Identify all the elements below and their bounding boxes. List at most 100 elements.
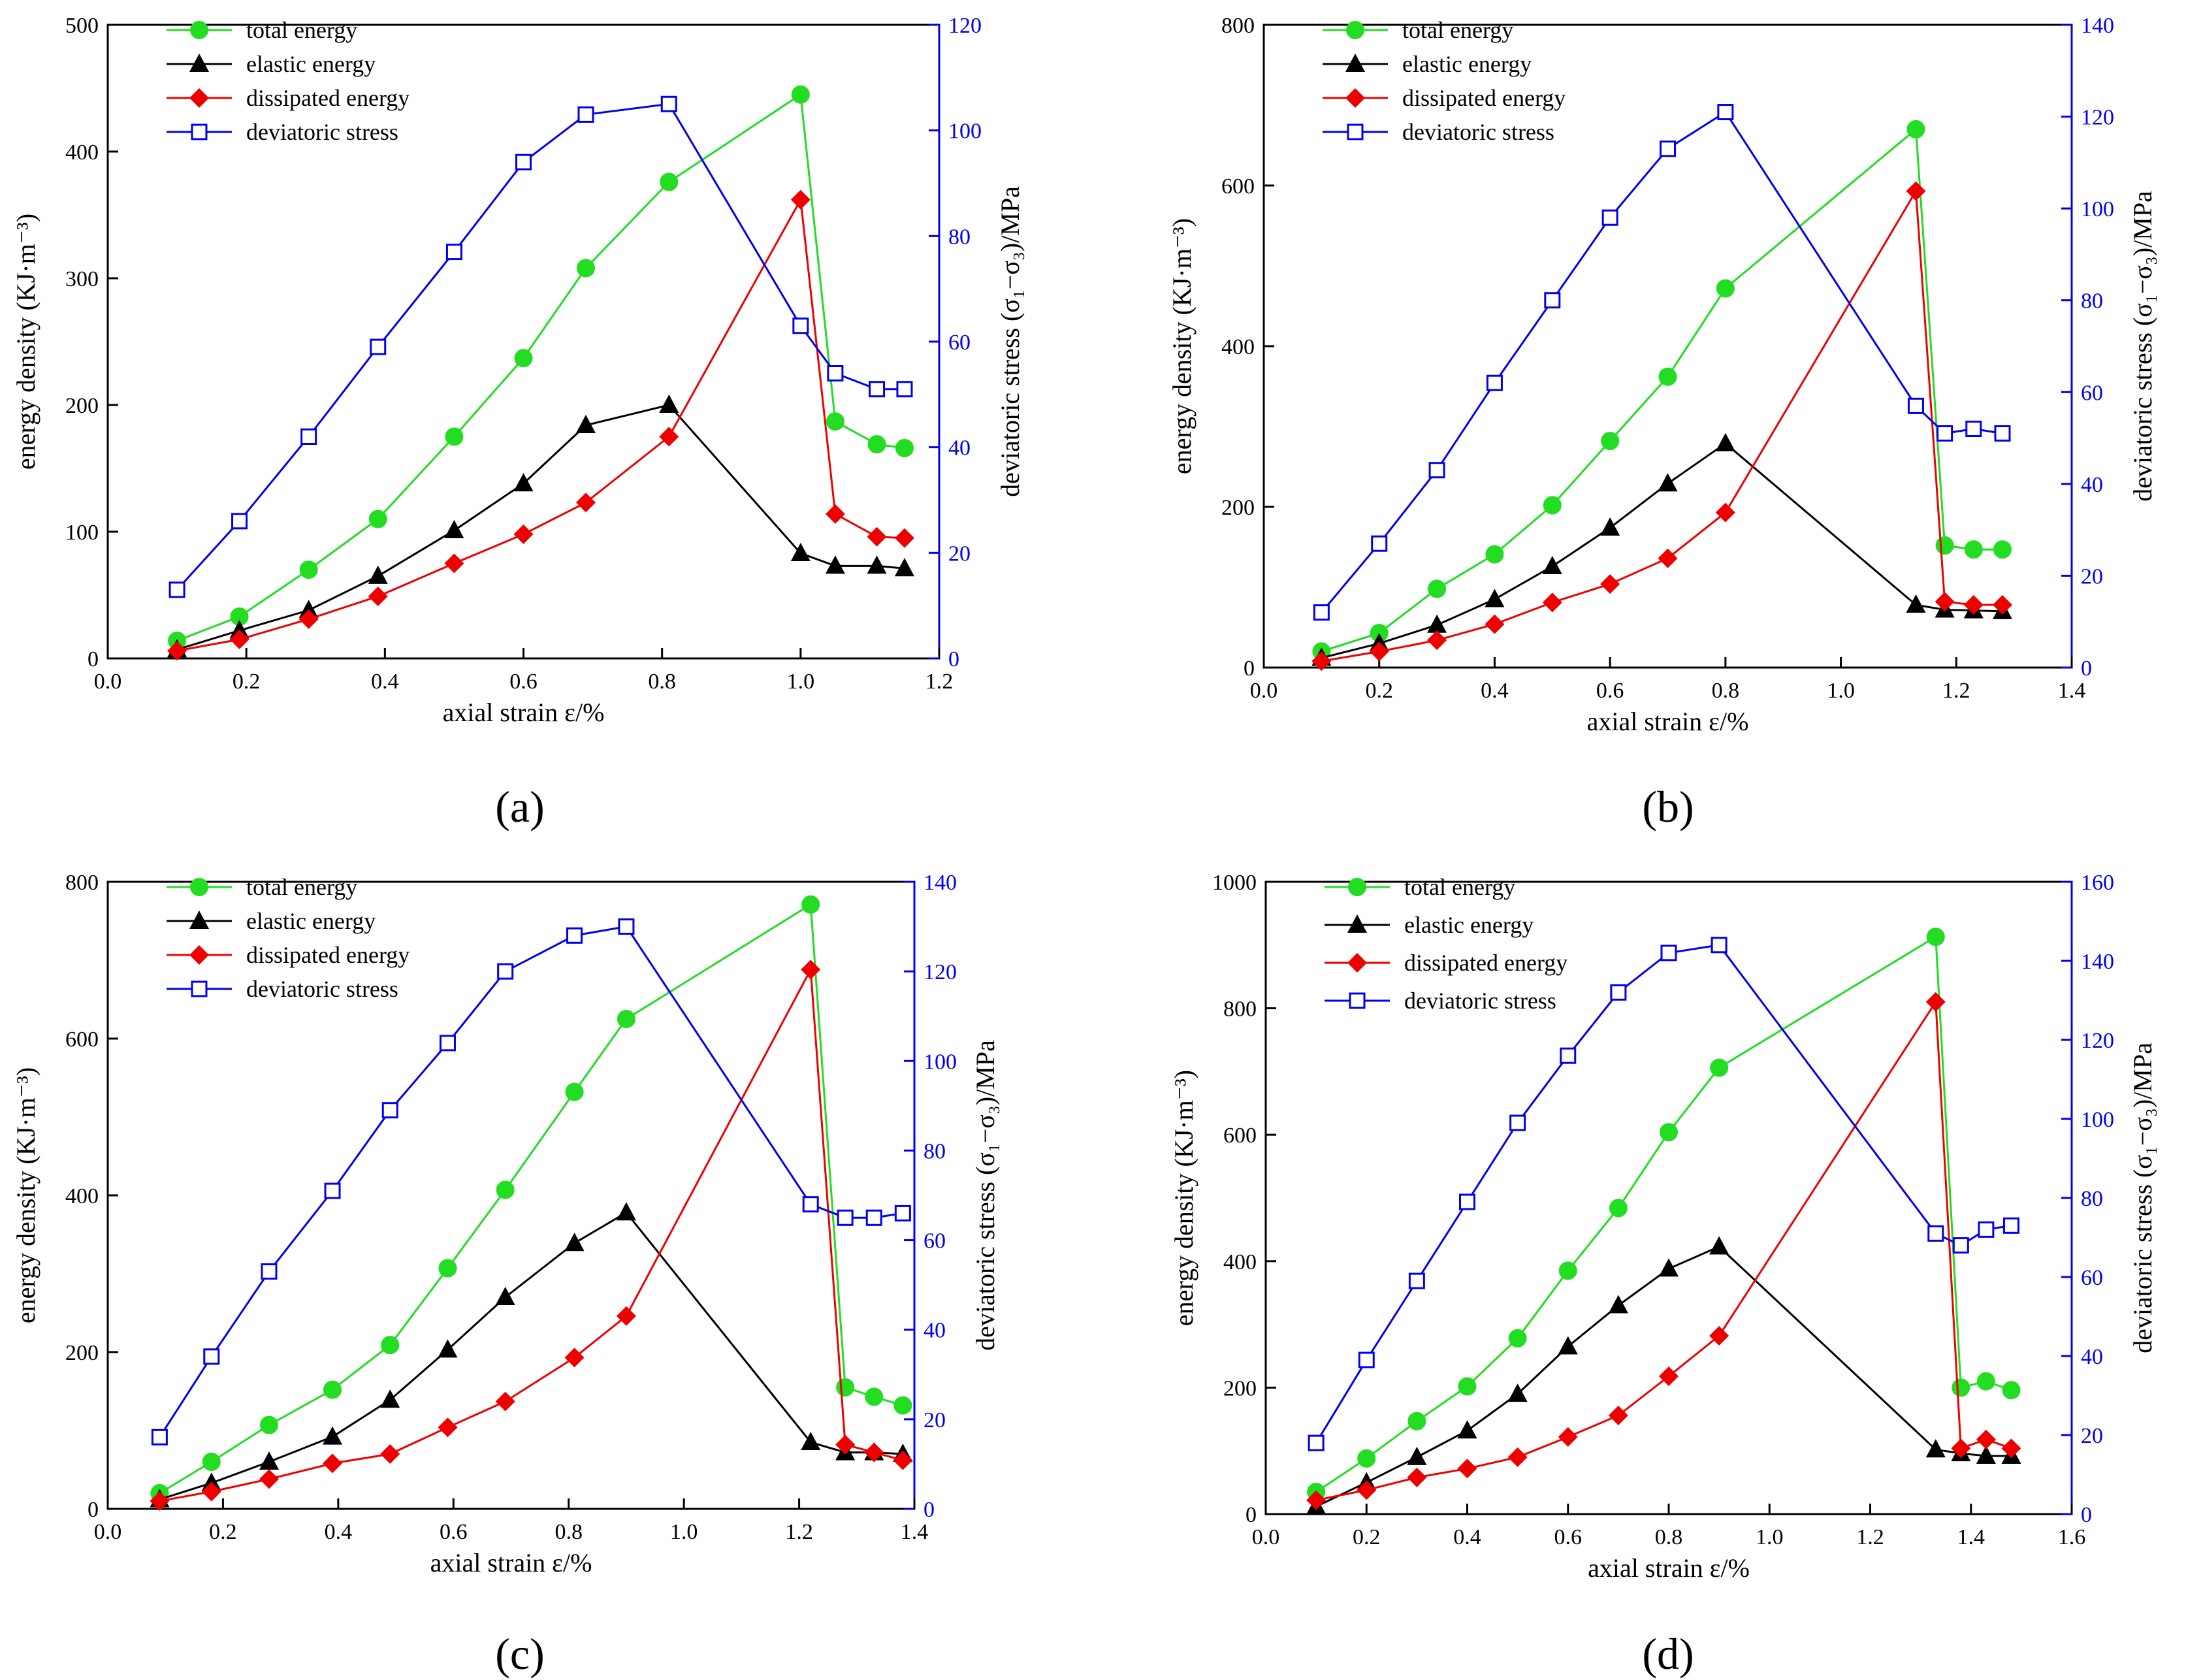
y-right-axis-label: deviatoric stress (σ₁−σ₃)/MPa (2128, 1042, 2157, 1353)
data-point (495, 1287, 515, 1305)
y-left-tick-label: 800 (1223, 997, 1257, 1022)
data-point (1925, 1439, 1946, 1458)
data-point (660, 172, 679, 191)
x-tick-label: 0.2 (209, 1520, 237, 1544)
data-point (445, 427, 464, 446)
data-point (1601, 432, 1620, 451)
data-point (1558, 1336, 1578, 1355)
data-point (1927, 1225, 1944, 1242)
data-point (2001, 1438, 2021, 1459)
data-point (790, 542, 811, 561)
y-right-tick-label: 40 (2081, 1345, 2103, 1369)
data-point (1658, 367, 1677, 386)
data-point (1906, 594, 1926, 613)
data-point (1660, 1123, 1678, 1142)
series-total-energy (1307, 928, 2021, 1502)
y-left-tick-label: 0 (1246, 1503, 1257, 1527)
data-point (802, 1196, 819, 1213)
data-point (1906, 181, 1926, 201)
data-point (1601, 209, 1618, 226)
data-point (1711, 937, 1728, 954)
x-tick-label: 0.0 (94, 670, 122, 694)
data-point (2002, 1381, 2021, 1400)
x-tick-label: 0.4 (325, 1520, 353, 1544)
legend-entry: elastic energy (246, 51, 376, 77)
data-point (1709, 1236, 1729, 1255)
y-right-tick-label: 0 (948, 647, 959, 671)
y-right-tick-label: 0 (2081, 656, 2092, 681)
data-point (1658, 548, 1678, 568)
data-point (867, 435, 886, 454)
data-point (865, 1209, 882, 1226)
data-point (565, 1082, 584, 1101)
y-right-tick-label: 20 (924, 1408, 946, 1432)
y-right-tick-label: 100 (2081, 1108, 2114, 1132)
y-right-tick-label: 160 (2081, 871, 2114, 895)
y-right-tick-label: 80 (948, 225, 971, 249)
data-point (659, 427, 679, 447)
data-point (564, 1233, 585, 1252)
legend-marker (1347, 914, 1367, 933)
data-point (438, 1417, 458, 1438)
data-point (259, 1451, 279, 1470)
data-point (1369, 641, 1389, 662)
data-point (1428, 462, 1445, 479)
data-point (380, 1444, 400, 1464)
legend-entry: total energy (1402, 17, 1513, 43)
data-point (513, 473, 534, 492)
y-left-axis-label: energy density (KJ·m⁻³) (1169, 1070, 1198, 1326)
x-tick-label: 1.4 (1957, 1525, 1985, 1549)
x-tick-label: 0.8 (648, 670, 676, 694)
series-total-energy (168, 85, 914, 650)
panel-3: 0.0 0.2 0.4 0.6 0.8 1.0 1.2 1.4 1.60200400600800… (1169, 871, 2157, 1679)
data-point (299, 560, 318, 579)
y-right-tick-label: 20 (2081, 564, 2103, 589)
data-point (894, 558, 914, 577)
y-right-tick-label: 40 (2081, 473, 2103, 497)
data-point (167, 641, 187, 661)
data-point (2002, 1217, 2019, 1234)
data-point (1951, 1438, 1971, 1459)
legend-marker (1346, 21, 1364, 39)
y-left-tick-label: 300 (65, 267, 99, 291)
data-point (1458, 1377, 1477, 1396)
y-right-tick-label: 60 (948, 331, 971, 355)
data-point (368, 509, 387, 528)
series-dissipated-energy (150, 960, 913, 1511)
data-point (869, 381, 886, 398)
series-deviatoric-stress (169, 95, 913, 598)
legend-marker (189, 945, 209, 965)
data-point (1357, 1449, 1376, 1468)
data-point (566, 927, 583, 944)
y-left-tick-label: 0 (88, 647, 99, 671)
y-right-tick-label: 100 (2081, 197, 2114, 221)
data-point (201, 1481, 221, 1502)
data-point (836, 1378, 855, 1397)
data-point (201, 1472, 221, 1491)
data-point (515, 153, 532, 170)
data-point (825, 555, 845, 574)
data-point (1952, 1237, 1969, 1254)
y-left-tick-label: 1000 (1212, 871, 1257, 895)
data-point (1543, 496, 1562, 515)
data-point (1926, 928, 1945, 946)
y-right-tick-label: 120 (948, 14, 982, 38)
x-tick-label: 1.0 (670, 1520, 698, 1544)
data-point (791, 85, 810, 104)
data-point (151, 1429, 168, 1446)
data-point (1976, 1445, 1996, 1464)
y-left-tick-label: 600 (1221, 174, 1255, 199)
legend-marker (1345, 88, 1365, 108)
data-point (577, 106, 594, 123)
series-deviatoric-stress (1313, 104, 2011, 621)
y-left-tick-label: 0 (1244, 656, 1255, 681)
data-point (1485, 614, 1505, 634)
series-deviatoric-stress (151, 918, 911, 1446)
data-point (1658, 473, 1678, 492)
data-point (445, 244, 462, 261)
data-point (575, 415, 596, 434)
legend-marker (190, 21, 208, 39)
data-point (370, 338, 387, 355)
y-left-tick-label: 500 (65, 14, 99, 38)
